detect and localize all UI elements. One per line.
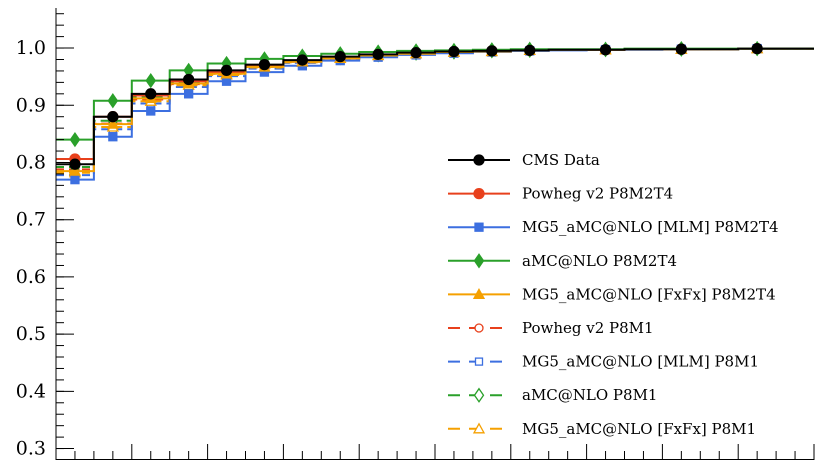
data-point	[524, 44, 536, 56]
data-point	[108, 132, 118, 142]
data-point	[334, 50, 346, 63]
legend-entry: aMC@NLO P8M2T4	[448, 252, 677, 270]
data-point	[107, 111, 119, 123]
data-point	[183, 89, 194, 99]
legend-marker	[474, 323, 484, 333]
legend-label: MG5_aMC@NLO [FxFx] P8M1	[522, 420, 756, 438]
data-point	[410, 46, 422, 59]
data-point	[486, 45, 498, 57]
y-tick-label: 0.5	[16, 323, 46, 345]
data-point	[448, 45, 460, 58]
legend-label: aMC@NLO P8M1	[522, 386, 657, 404]
legend-label: CMS Data	[522, 151, 600, 169]
legend-marker	[472, 422, 486, 434]
legend-label: Powheg v2 P8M2T4	[522, 185, 673, 203]
series-2	[56, 43, 814, 185]
legend-marker	[473, 253, 485, 269]
data-point	[70, 174, 80, 185]
data-point	[68, 164, 82, 176]
data-point	[107, 93, 119, 109]
data-point	[69, 131, 81, 148]
data-point	[675, 43, 687, 55]
data-point	[106, 117, 119, 129]
legend-label: MG5_aMC@NLO [MLM] P8M2T4	[522, 218, 779, 236]
series-0	[56, 42, 814, 170]
y-tick-label: 0.8	[16, 151, 46, 173]
y-tick-label: 0.9	[16, 94, 46, 116]
axes-layer: 0.3 0.4 0.5 0.6 0.7 0.8 0.9 1.0	[16, 8, 815, 460]
legend-entry: Powheg v2 P8M1	[448, 319, 654, 337]
data-point	[220, 64, 233, 77]
data-point	[146, 106, 156, 116]
legend-entry: Powheg v2 P8M2T4	[448, 185, 673, 203]
legend-marker	[473, 187, 485, 200]
legend-entry: MG5_aMC@NLO [MLM] P8M2T4	[448, 218, 779, 236]
series-line	[56, 47, 814, 181]
legend-label: aMC@NLO P8M2T4	[522, 252, 677, 270]
legend-marker	[472, 288, 486, 300]
legend-entry: MG5_aMC@NLO [FxFx] P8M1	[448, 420, 756, 438]
data-point	[372, 48, 384, 60]
legend-label: MG5_aMC@NLO [MLM] P8M1	[522, 353, 759, 371]
data-point	[599, 44, 612, 56]
series-line	[56, 47, 814, 166]
data-point	[751, 42, 763, 55]
data-point	[258, 58, 271, 71]
y-tick-label: 1.0	[16, 37, 46, 59]
legend-label: Powheg v2 P8M1	[522, 319, 654, 337]
legend-marker	[474, 357, 484, 366]
y-tick-label: 0.7	[16, 209, 46, 231]
data-point	[296, 54, 309, 66]
series-layer	[56, 40, 814, 185]
legend-marker	[473, 154, 485, 166]
legend-entry: aMC@NLO P8M1	[448, 386, 657, 404]
legend-entry: MG5_aMC@NLO [MLM] P8M1	[448, 353, 759, 371]
data-point	[182, 73, 195, 86]
data-point	[145, 73, 157, 89]
legend: CMS Data Powheg v2 P8M2T4 MG5_aMC@NLO [MLM…	[448, 151, 779, 438]
data-point	[145, 88, 157, 100]
legend-marker	[473, 387, 485, 403]
data-point	[69, 158, 81, 170]
y-tick-label: 0.6	[16, 266, 46, 288]
y-tick-label: 0.4	[16, 380, 46, 402]
y-tick-label: 0.3	[16, 438, 46, 460]
legend-marker	[474, 222, 484, 232]
legend-label: MG5_aMC@NLO [FxFx] P8M2T4	[522, 285, 776, 303]
legend-entry: MG5_aMC@NLO [FxFx] P8M2T4	[448, 285, 776, 303]
legend-entry: CMS Data	[448, 151, 600, 169]
